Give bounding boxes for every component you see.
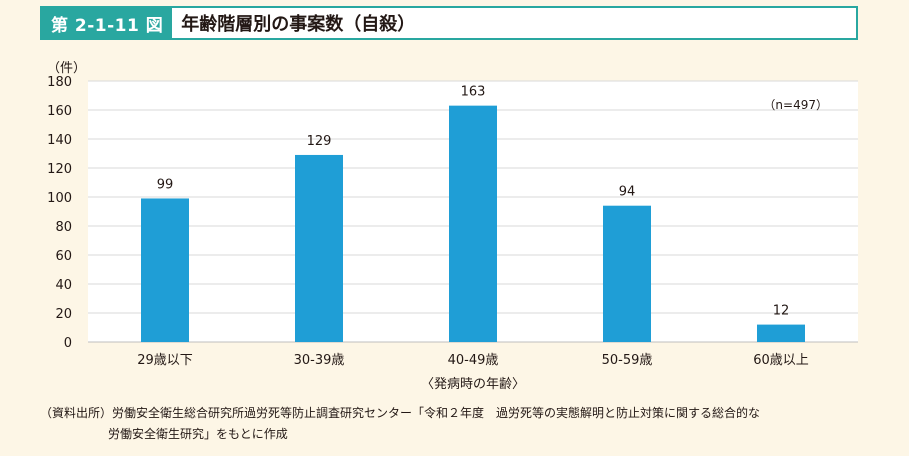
y-tick-label: 0 bbox=[64, 336, 72, 351]
y-tick-label: 160 bbox=[47, 104, 72, 119]
bar bbox=[449, 105, 497, 343]
source-note: （資料出所）労働安全衛生総合研究所過労死等防止調査研究センター「令和２年度 過労… bbox=[40, 403, 890, 445]
data-label: 163 bbox=[461, 85, 486, 100]
bar bbox=[603, 205, 651, 342]
data-label: 99 bbox=[157, 177, 174, 192]
y-tick-label: 120 bbox=[47, 162, 72, 177]
figure-title-bar: 第 2-1-11 図 年齢階層別の事案数（自殺） bbox=[40, 6, 858, 40]
y-tick-label: 40 bbox=[55, 278, 72, 293]
bar bbox=[141, 198, 189, 342]
x-tick-label: 29歳以下 bbox=[137, 353, 193, 368]
y-tick-label: 180 bbox=[47, 75, 72, 90]
y-tick-label: 140 bbox=[47, 133, 72, 148]
source-line-1: （資料出所）労働安全衛生総合研究所過労死等防止調査研究センター「令和２年度 過労… bbox=[40, 406, 761, 420]
source-line-2: 労働安全衛生研究」をもとに作成 bbox=[108, 427, 288, 441]
bar bbox=[757, 324, 805, 342]
y-tick-label: 60 bbox=[55, 249, 72, 264]
data-label: 94 bbox=[619, 185, 636, 200]
y-tick-label: 20 bbox=[55, 307, 72, 322]
y-tick-label: 80 bbox=[55, 220, 72, 235]
y-tick-label: 100 bbox=[47, 191, 72, 206]
sample-size-annotation: （n=497） bbox=[763, 98, 828, 112]
data-label: 129 bbox=[307, 134, 332, 149]
y-axis-label: （件） bbox=[47, 61, 86, 76]
figure-number: 第 2-1-11 図 bbox=[42, 8, 173, 38]
x-tick-label: 60歳以上 bbox=[753, 353, 809, 368]
bar-chart: 0 20 40 60 80 100 120 140 160 180（件） 99 29歳以下 129 30-… bbox=[47, 61, 858, 392]
x-tick-label: 50-59歳 bbox=[602, 353, 653, 368]
x-tick-label: 40-49歳 bbox=[448, 353, 499, 368]
data-label: 12 bbox=[773, 304, 790, 319]
x-tick-label: 30-39歳 bbox=[294, 353, 345, 368]
figure-title: 年齢階層別の事案数（自殺） bbox=[181, 14, 416, 35]
x-axis-label: 〈発病時の年齢〉 bbox=[421, 377, 525, 392]
bar bbox=[295, 154, 343, 342]
